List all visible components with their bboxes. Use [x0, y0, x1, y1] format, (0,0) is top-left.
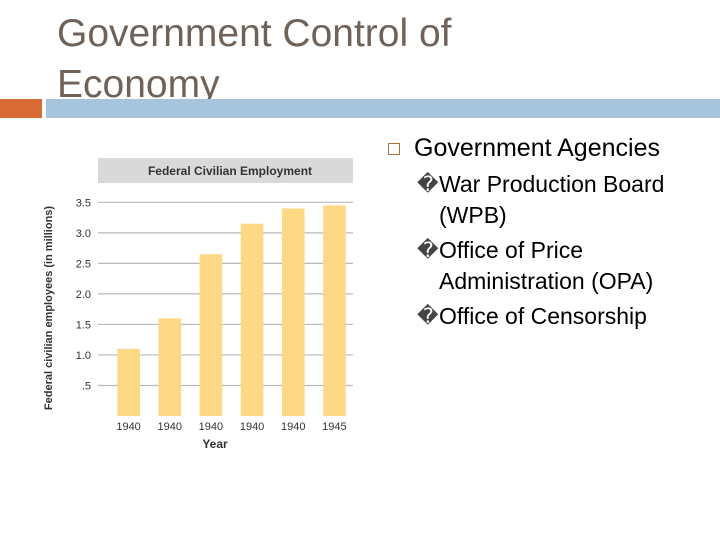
bullet-main-text: Government Agencies [414, 134, 660, 162]
sub-bullet-text: War Production Board (WPB) [439, 171, 665, 228]
chart-svg: Federal Civilian Employment Federal civi… [43, 158, 353, 451]
y-tick-label: 2.0 [76, 289, 91, 301]
chart-title: Federal Civilian Employment [148, 164, 312, 178]
bar [199, 254, 223, 416]
placeholder-glyph-icon: � [417, 173, 439, 196]
x-tick-label: 1945 [322, 421, 346, 433]
slide-title: Government Control of Economy [57, 12, 452, 106]
x-tick-label: 1940 [116, 421, 140, 433]
bullet-main: Government Agencies [388, 131, 708, 165]
y-axis-label: Federal civilian employees (in millions) [43, 206, 55, 411]
sub-bullet: � Office of Price Administration (OPA) [388, 235, 708, 297]
y-tick-label: .5 [82, 380, 91, 392]
sub-bullet: � Office of Censorship [388, 301, 708, 332]
sub-bullet-text: Office of Price Administration (OPA) [439, 237, 654, 294]
y-tick-label: 3.0 [76, 228, 91, 240]
sub-bullet: � War Production Board (WPB) [388, 169, 708, 231]
square-bullet-icon [388, 143, 400, 155]
bar [323, 205, 346, 416]
accent-bar-blue [46, 99, 720, 118]
bar [158, 318, 182, 416]
x-tick-label: 1940 [199, 421, 223, 433]
bar [240, 223, 264, 416]
bullet-list: Government Agencies � War Production Boa… [388, 131, 708, 332]
y-tick-label: 1.5 [76, 319, 91, 331]
y-tick-label: 3.5 [76, 197, 91, 209]
x-tick-label: 1940 [240, 421, 264, 433]
placeholder-glyph-icon: � [417, 305, 439, 328]
sub-bullet-text: Office of Censorship [439, 303, 647, 329]
y-tick-label: 1.0 [76, 350, 91, 362]
placeholder-glyph-icon: � [417, 239, 439, 262]
x-tick-label: 1940 [158, 421, 182, 433]
x-axis-label: Year [202, 437, 228, 451]
x-tick-label: 1940 [281, 421, 305, 433]
sub-bullet-list: � War Production Board (WPB) � Office of… [388, 169, 708, 332]
bar [281, 208, 305, 416]
chart-header [98, 158, 353, 183]
bar [117, 348, 140, 416]
employment-chart: Federal Civilian Employment Federal civi… [38, 148, 358, 456]
y-tick-label: 2.5 [76, 258, 91, 270]
accent-bar-orange [0, 99, 42, 118]
